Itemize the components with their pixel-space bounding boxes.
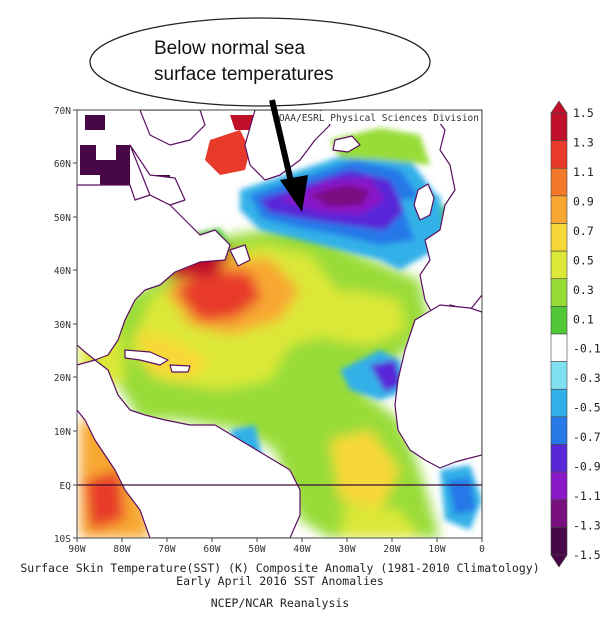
colorbar-label: -1.5: [573, 548, 601, 562]
colorbar-swatch: [550, 444, 568, 473]
lat-label: 20N: [54, 373, 71, 384]
credit-text: NOAA/ESRL Physical Sciences Division: [273, 113, 479, 124]
colorbar-swatch: [550, 223, 568, 252]
lat-label: 40N: [54, 266, 71, 277]
colorbar-label: 1.1: [573, 165, 594, 179]
colorbar-label: -1.1: [573, 489, 601, 503]
lon-label: 60W: [203, 544, 220, 555]
colorbar-swatch: [550, 112, 568, 141]
colorbar-label: 0.9: [573, 194, 594, 208]
colorbar-swatch: [550, 278, 568, 307]
colorbar-swatch: [550, 140, 568, 169]
colorbar-label: 0.7: [573, 224, 594, 238]
colorbar-label: -0.9: [573, 460, 601, 474]
colorbar-swatch: [550, 499, 568, 528]
lat-label: 50N: [54, 213, 71, 224]
colorbar-label: -0.5: [573, 401, 601, 415]
credit-bg: [272, 111, 481, 124]
callout-arrow: [269, 99, 308, 212]
lat-label: 30N: [54, 320, 71, 331]
lat-ticks: [73, 109, 77, 539]
lon-ticks: [76, 538, 483, 542]
caption-line-2: Early April 2016 SST Anomalies: [176, 574, 384, 588]
colorbar-label: -0.7: [573, 430, 601, 444]
colorbar-label: -0.1: [573, 342, 601, 356]
colorbar-labels: 1.5 1.3 1.1 0.9 0.7 0.5 0.3 0.1 -0.1 -0.3 -0.5 -0.7…: [573, 106, 601, 562]
lon-label: 10W: [428, 544, 445, 555]
lon-label: 40W: [293, 544, 310, 555]
lat-label: 60N: [54, 159, 71, 170]
colorbar-swatch: [550, 416, 568, 445]
caption-line-3: NCEP/NCAR Reanalysis: [210, 596, 350, 610]
colorbar-label: 1.5: [573, 106, 594, 120]
callout-line-2: surface temperatures: [154, 64, 334, 85]
callout-line-1: Below normal sea: [154, 38, 305, 59]
colorbar-label: 0.1: [573, 312, 594, 326]
colorbar-swatch: [550, 471, 568, 501]
lat-label: 10N: [54, 427, 71, 438]
caption-line-1: Surface Skin Temperature(SST) (K) Compos…: [20, 561, 540, 575]
lat-label: 70N: [54, 106, 71, 117]
lat-labels: 70N 60N 50N 40N 30N 20N 10N EQ 10S: [54, 106, 71, 545]
colorbar-swatch: [550, 250, 568, 280]
colorbar-swatch: [550, 527, 568, 556]
colorbar: [550, 100, 568, 568]
colorbar-label: -0.3: [573, 371, 601, 385]
callout-bubble: [89, 17, 431, 107]
lon-labels: 90W 80W 70W 60W 50W 40W 30W 20W 10W 0: [68, 544, 485, 555]
colorbar-bottom-arrow: [550, 554, 568, 568]
colorbar-label: -1.3: [573, 519, 601, 533]
colorbar-swatch: [550, 195, 568, 224]
colorbar-swatch: [550, 333, 568, 362]
sst-anomaly-fill: [80, 225, 440, 538]
colorbar-label: 0.3: [573, 283, 594, 297]
colorbar-swatch: [550, 361, 568, 390]
colorbar-swatch: [550, 167, 568, 197]
plot-area: [77, 110, 482, 538]
colorbar-swatch: [550, 388, 568, 418]
colorbar-label: 1.3: [573, 135, 594, 149]
lon-label: 80W: [113, 544, 130, 555]
lon-label: 0: [479, 544, 485, 555]
lon-label: 70W: [158, 544, 175, 555]
colorbar-swatch: [550, 306, 568, 335]
lon-label: 20W: [383, 544, 400, 555]
lon-label: 50W: [248, 544, 265, 555]
lat-label: 10S: [54, 534, 71, 545]
lat-label: EQ: [60, 481, 72, 492]
colorbar-label: 0.5: [573, 253, 594, 267]
colorbar-top-arrow: [550, 100, 568, 114]
lon-label: 90W: [68, 544, 85, 555]
lon-label: 30W: [338, 544, 355, 555]
land-masses: [77, 110, 482, 538]
